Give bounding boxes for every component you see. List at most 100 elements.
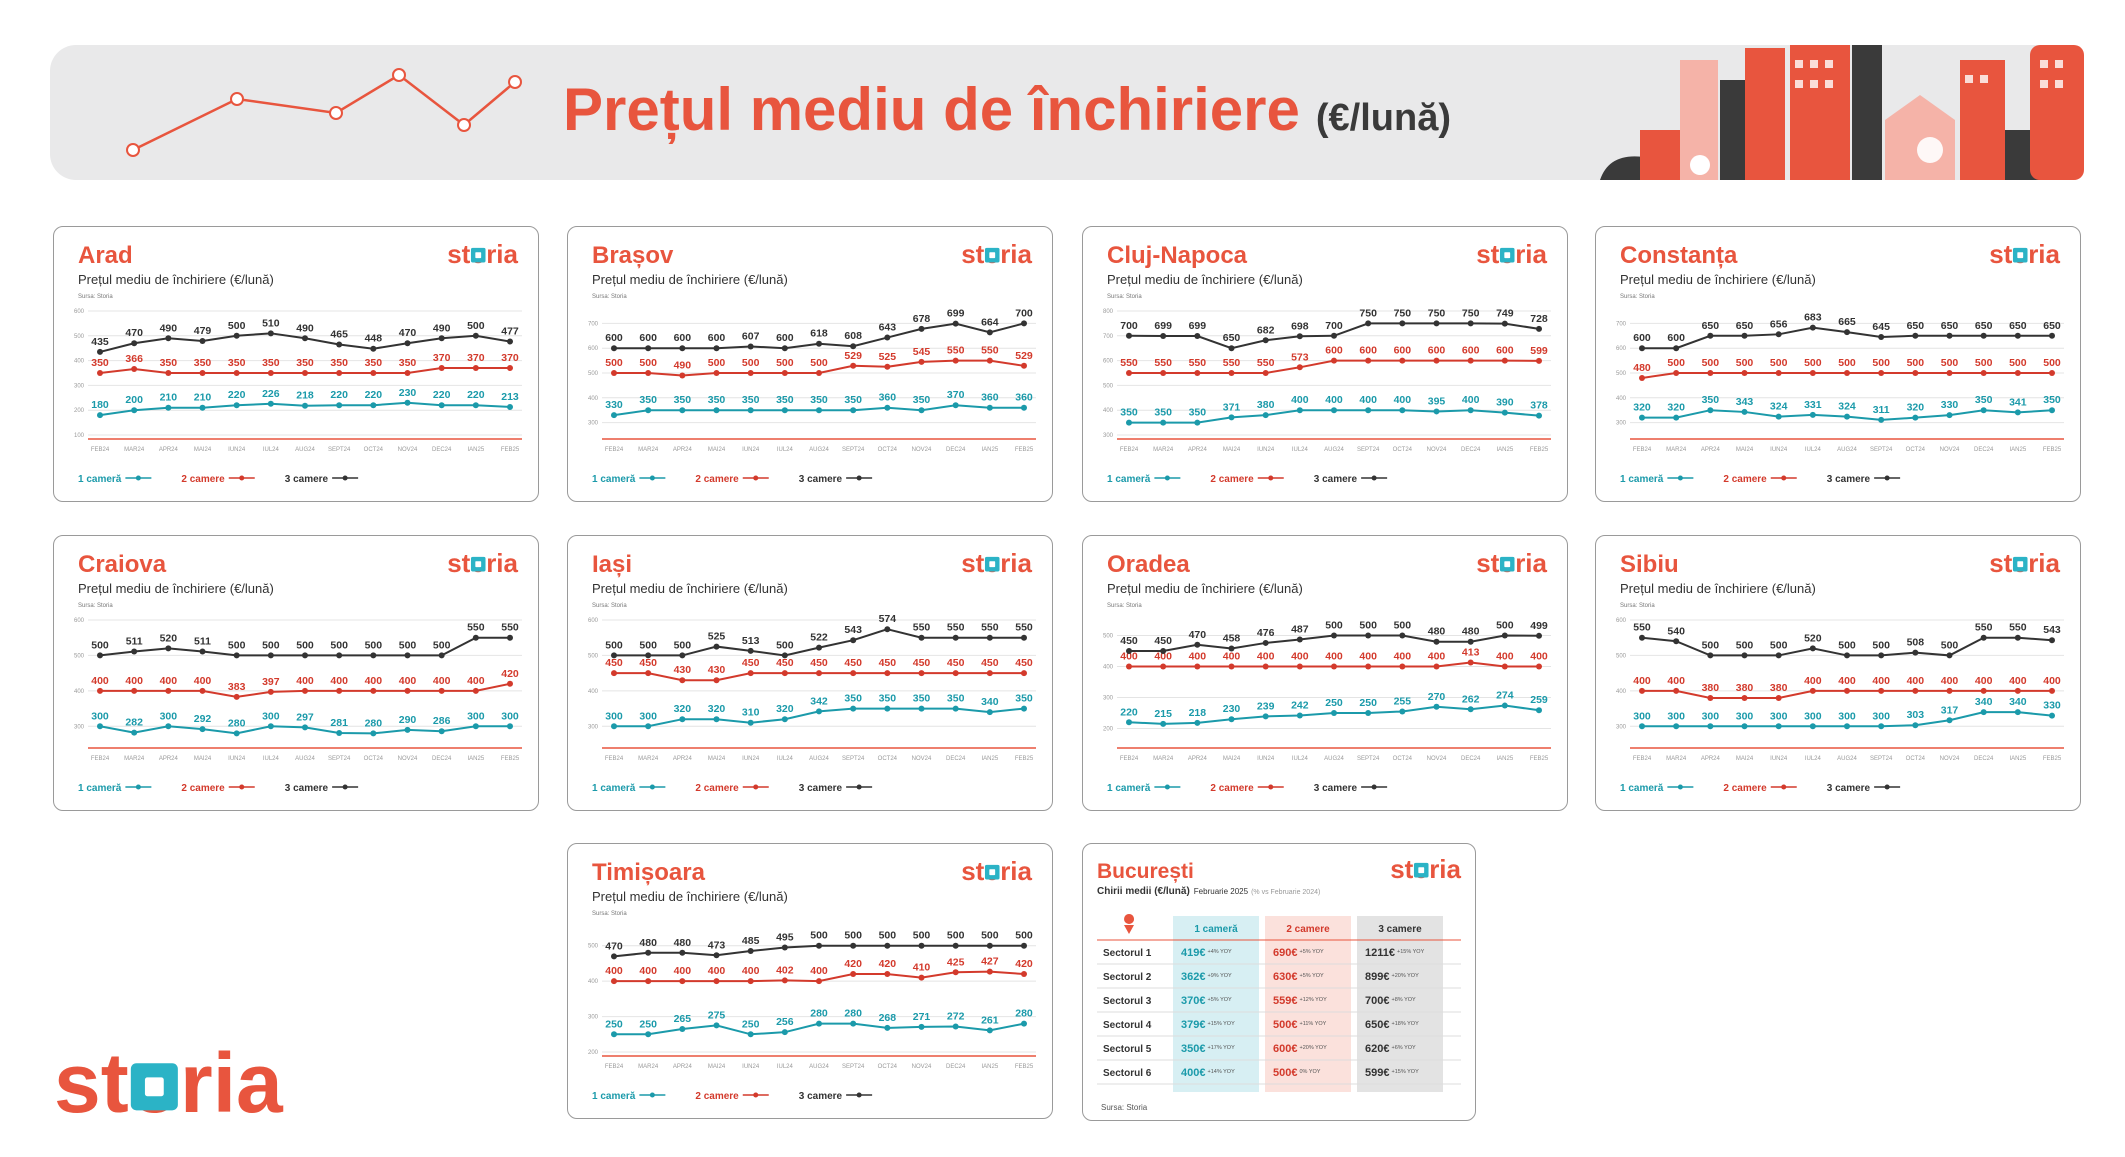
data-label: 450: [844, 657, 862, 669]
data-point: [131, 729, 138, 736]
data-label: 700: [1120, 320, 1138, 332]
data-point: [1467, 407, 1474, 414]
data-label: 350: [742, 394, 760, 406]
x-tick-label: IUN24: [228, 756, 246, 762]
row-label: Sectorul 3: [1103, 996, 1152, 1007]
data-label: 297: [296, 711, 314, 723]
data-label: 220: [433, 389, 451, 401]
data-label: 500: [1941, 639, 1959, 651]
y-tick-label: 500: [588, 371, 599, 377]
data-label: 500: [2043, 357, 2061, 369]
data-point: [1194, 419, 1201, 426]
data-point: [472, 365, 479, 372]
legend-dot: [856, 784, 862, 790]
data-point: [2049, 370, 2055, 376]
header: Prețul mediu de închiriere (€/lună): [50, 45, 2084, 180]
data-point: [952, 670, 959, 677]
data-label: 600: [605, 332, 623, 344]
data-point: [611, 370, 617, 376]
data-point: [918, 670, 925, 677]
data-label: 400: [1223, 651, 1241, 663]
data-label: 250: [1359, 697, 1377, 709]
data-label: 343: [1736, 396, 1754, 408]
y-tick-label: 300: [588, 724, 599, 730]
data-label: 500: [1872, 357, 1890, 369]
legend-dot: [239, 475, 245, 481]
chart-source: Sursa: Storia: [592, 911, 627, 917]
chart-subtitle: Prețul mediu de închiriere (€/lună): [1620, 581, 1816, 596]
x-tick-label: IUN24: [742, 756, 760, 762]
data-label: 350: [913, 394, 931, 406]
cell-value: 400€: [1181, 1067, 1205, 1079]
data-point: [370, 370, 377, 376]
data-point: [1673, 687, 1680, 694]
data-point: [918, 634, 925, 641]
data-label: 274: [1496, 690, 1514, 702]
y-tick-label: 400: [588, 396, 599, 402]
x-tick-label: IAN25: [1496, 447, 1513, 453]
data-label: 477: [501, 326, 519, 338]
x-tick-label: FEB25: [2043, 756, 2062, 762]
data-label: 330: [605, 399, 623, 411]
data-label: 473: [708, 939, 726, 951]
x-tick-label: IUN24: [1257, 447, 1275, 453]
data-point: [1399, 357, 1406, 364]
data-label: 300: [605, 710, 623, 722]
data-label: 550: [1189, 357, 1207, 369]
data-label: 599: [1530, 345, 1548, 357]
x-tick-label: APR24: [673, 756, 693, 762]
data-point: [1536, 632, 1542, 639]
data-point: [884, 971, 891, 978]
data-label: 450: [879, 657, 897, 669]
data-label: 400: [1359, 394, 1377, 406]
chart-source: Sursa: Storia: [1620, 603, 1655, 609]
data-label: 226: [262, 388, 280, 400]
x-tick-label: APR24: [1188, 447, 1208, 453]
data-point: [884, 942, 891, 949]
card-svg: SibiustoriaPrețul mediu de închiriere (€…: [1616, 548, 2064, 794]
data-label: 400: [1804, 675, 1822, 687]
data-label: 500: [1872, 639, 1890, 651]
y-tick-label: 400: [74, 359, 85, 365]
data-label: 500: [399, 639, 417, 651]
data-label: 213: [501, 391, 519, 403]
data-point: [404, 370, 411, 376]
data-label: 699: [947, 308, 965, 320]
cell-change: +15% YOY: [1391, 1069, 1419, 1075]
legend-dot: [1677, 475, 1683, 481]
data-label: 529: [1015, 350, 1033, 362]
data-point: [816, 978, 822, 985]
data-label: 550: [1223, 357, 1241, 369]
data-point: [1775, 413, 1782, 420]
legend-label: 1 cameră: [1107, 783, 1151, 794]
data-point: [370, 402, 377, 409]
data-point: [1809, 411, 1816, 418]
data-point: [1228, 645, 1235, 652]
chart-subtitle: Prețul mediu de închiriere (€/lună): [1107, 581, 1303, 596]
x-tick-label: NOV24: [1940, 447, 1960, 453]
data-point: [507, 365, 513, 372]
data-label: 600: [1462, 345, 1480, 357]
data-label: 400: [2009, 675, 2027, 687]
data-point: [747, 1031, 754, 1038]
data-label: 450: [742, 657, 760, 669]
legend-label: 3 camere: [799, 1091, 843, 1102]
data-point: [952, 705, 959, 712]
y-tick-label: 400: [1616, 396, 1627, 402]
card-svg: AradstoriaPrețul mediu de închiriere (€/…: [74, 239, 522, 485]
city-illustration: [1600, 45, 2084, 180]
data-point: [713, 407, 720, 414]
logo-hole: [475, 561, 482, 568]
data-point: [679, 372, 686, 379]
y-tick-label: 300: [1616, 421, 1627, 427]
data-label: 550: [1120, 357, 1138, 369]
data-point: [97, 412, 103, 419]
data-point: [1399, 632, 1406, 639]
data-label: 750: [1462, 307, 1480, 319]
data-point: [472, 332, 479, 339]
data-label: 650: [2043, 320, 2061, 332]
data-point: [1021, 634, 1027, 641]
legend-label: 3 camere: [285, 474, 329, 485]
legend-dot: [342, 784, 348, 790]
data-label: 500: [1770, 639, 1788, 651]
